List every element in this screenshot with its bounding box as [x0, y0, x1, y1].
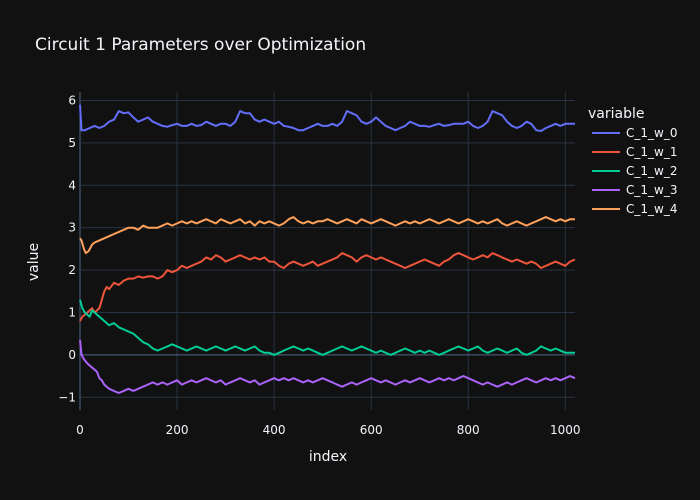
chart-title: Circuit 1 Parameters over Optimization: [35, 35, 366, 55]
series-line-c-1-w-4: [79, 216, 575, 255]
series-line-c-1-w-2: [79, 299, 575, 356]
legend-label: C_1_w_4: [626, 202, 677, 216]
y-tick-label: 6: [68, 93, 76, 107]
x-tick-label: 800: [457, 423, 480, 437]
legend-label: C_1_w_3: [626, 183, 677, 197]
legend-label: C_1_w_0: [626, 126, 677, 140]
legend-item-c-1-w-1[interactable]: C_1_w_1: [592, 145, 677, 159]
series-layer: [79, 104, 576, 394]
legend-label: C_1_w_2: [626, 164, 677, 178]
legend-title: variable: [588, 106, 644, 122]
series-line-c-1-w-1: [79, 252, 576, 322]
y-tick-label: 2: [68, 263, 76, 277]
y-tick-label: 1: [68, 305, 76, 319]
legend-item-c-1-w-4[interactable]: C_1_w_4: [592, 202, 677, 216]
y-tick-label: −1: [58, 390, 76, 404]
legend-item-c-1-w-2[interactable]: C_1_w_2: [592, 164, 677, 178]
y-tick-label: 4: [68, 178, 76, 192]
y-tick-label: 3: [68, 221, 76, 235]
x-axis-title: index: [309, 449, 347, 465]
y-axis-title: value: [26, 243, 42, 281]
legend-item-c-1-w-3[interactable]: C_1_w_3: [592, 183, 677, 197]
grid-layer: [79, 92, 575, 410]
tick-layer: 0 200 400 600 800 1000 −1 0 1 2 3 4 5 6: [58, 93, 580, 437]
legend-item-c-1-w-0[interactable]: C_1_w_0: [592, 126, 677, 140]
x-tick-label: 400: [263, 423, 286, 437]
y-tick-label: 5: [68, 136, 76, 150]
x-tick-label: 1000: [550, 423, 581, 437]
legend: C_1_w_0 C_1_w_1 C_1_w_2 C_1_w_3 C_1_w_4: [592, 126, 677, 216]
x-tick-label: 600: [360, 423, 383, 437]
series-line-c-1-w-3: [79, 339, 576, 394]
legend-label: C_1_w_1: [626, 145, 677, 159]
series-line-c-1-w-0: [79, 104, 575, 132]
x-tick-label: 0: [76, 423, 84, 437]
x-tick-label: 200: [166, 423, 189, 437]
y-tick-label: 0: [68, 348, 76, 362]
